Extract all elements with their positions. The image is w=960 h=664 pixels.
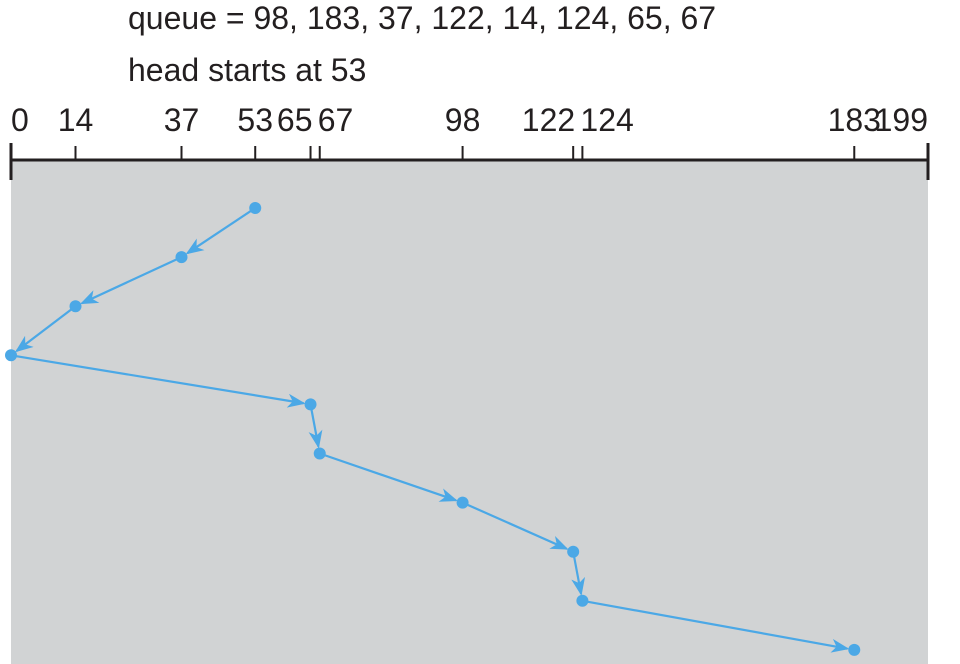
tick-label: 53 <box>237 102 273 138</box>
seek-point <box>456 496 469 509</box>
cylinder-axis <box>9 143 930 180</box>
tick-label: 122 <box>522 102 575 138</box>
seek-arrow <box>308 404 323 449</box>
seek-point <box>313 447 326 460</box>
seek-arrow <box>582 599 850 653</box>
tick-label: 14 <box>58 102 94 138</box>
tick-label: 0 <box>11 102 29 138</box>
tick-label: 67 <box>318 102 354 138</box>
tick-label: 124 <box>580 102 633 138</box>
seek-point <box>175 251 188 264</box>
seek-point <box>576 594 589 607</box>
seek-arrow <box>319 452 458 502</box>
head-start-caption: head starts at 53 <box>128 52 367 88</box>
plot-panel <box>11 160 928 664</box>
seek-point <box>249 202 262 214</box>
seek-arrow <box>80 256 182 305</box>
queue-caption: queue = 98, 183, 37, 122, 14, 124, 65, 6… <box>128 0 717 36</box>
seek-point <box>304 398 317 411</box>
seek-points <box>5 202 861 656</box>
tick-label: 65 <box>277 102 313 138</box>
seek-point <box>848 643 861 656</box>
tick-label: 199 <box>875 102 928 138</box>
tick-label: 98 <box>445 102 481 138</box>
seek-arrow <box>10 354 306 408</box>
seek-arrow <box>462 501 569 550</box>
seek-path <box>10 207 850 653</box>
tick-label: 37 <box>164 102 200 138</box>
seek-arrow <box>185 207 256 255</box>
tick-label: 183 <box>828 102 881 138</box>
seek-point <box>567 545 580 558</box>
seek-arrow <box>571 551 586 596</box>
seek-point <box>69 300 82 313</box>
seek-arrow <box>14 305 77 353</box>
seek-point <box>5 349 17 362</box>
